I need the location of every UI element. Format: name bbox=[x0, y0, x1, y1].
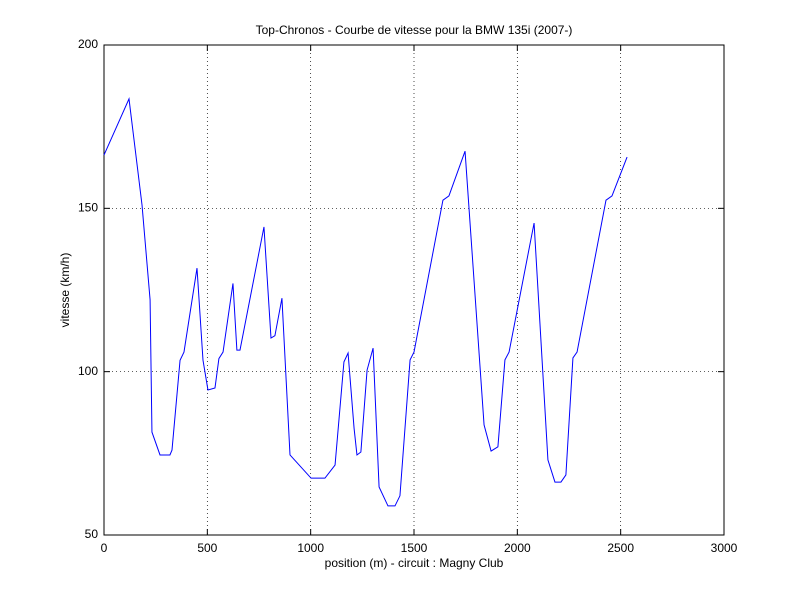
y-axis-label: vitesse (km/h) bbox=[58, 253, 72, 328]
x-tick-label: 1000 bbox=[297, 541, 324, 555]
y-tick-label: 100 bbox=[78, 364, 98, 378]
x-tick-label: 1500 bbox=[401, 541, 428, 555]
x-tick-label: 2000 bbox=[504, 541, 531, 555]
x-axis-label: position (m) - circuit : Magny Club bbox=[325, 556, 504, 570]
speed-line bbox=[103, 97, 628, 507]
x-tick-label: 2500 bbox=[607, 541, 634, 555]
y-tick-label: 150 bbox=[78, 201, 98, 215]
y-tick-label: 50 bbox=[85, 527, 99, 541]
x-tick-label: 3000 bbox=[711, 541, 738, 555]
x-tick-label: 0 bbox=[101, 541, 108, 555]
y-tick-label: 200 bbox=[78, 37, 98, 51]
x-tick-label: 500 bbox=[197, 541, 217, 555]
chart-title: Top-Chronos - Courbe de vitesse pour la … bbox=[256, 23, 573, 37]
